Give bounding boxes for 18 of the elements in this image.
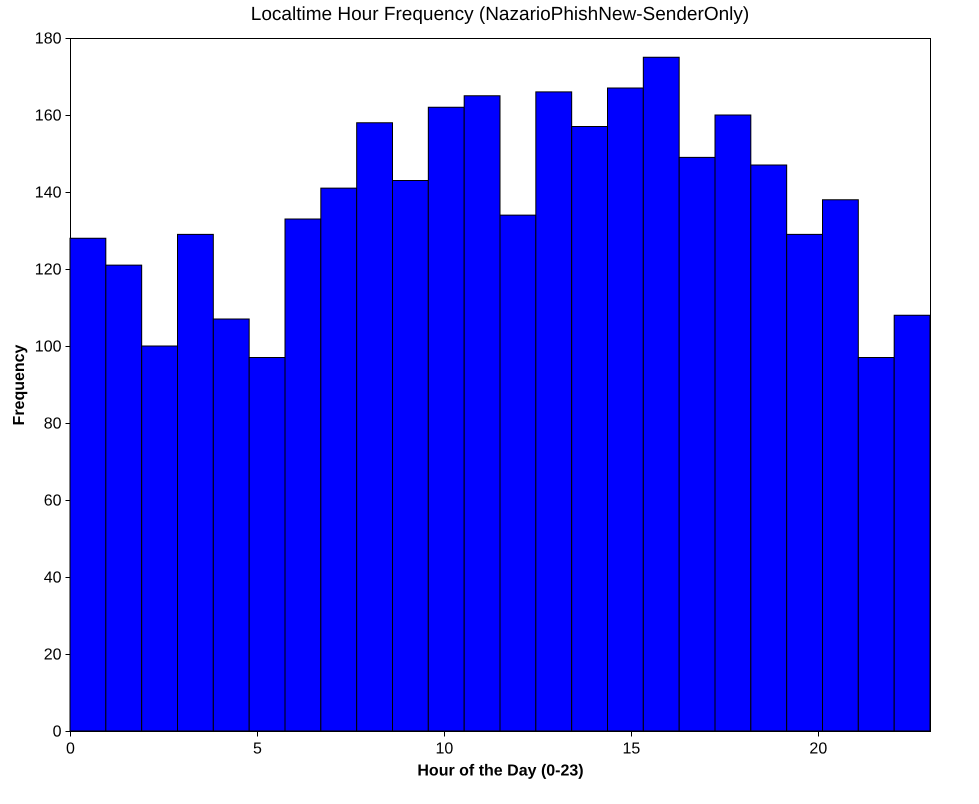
chart-title: Localtime Hour Frequency (NazarioPhishNew-SenderOnly): [250, 4, 750, 25]
x-axis-title: Hour of the Day (0-23): [417, 762, 584, 780]
y-tick-label: 20: [44, 646, 62, 664]
x-tick-label: 0: [66, 740, 76, 758]
y-axis-title: Frequency: [10, 344, 28, 426]
y-tick-label: 0: [52, 724, 62, 740]
y-tick-label: 120: [34, 262, 62, 278]
y-tick-label: 160: [34, 108, 62, 124]
y-tick-label: 60: [44, 492, 62, 510]
y-tick-label: 40: [44, 570, 62, 586]
y-tick-label: 100: [34, 338, 62, 356]
y-tick-label: 180: [34, 30, 62, 48]
x-tick-label: 15: [622, 740, 640, 758]
x-tick-label: 5: [253, 740, 262, 758]
x-tick-label: 20: [809, 740, 828, 758]
y-tick-label: 80: [44, 416, 62, 432]
x-tick-label: 10: [436, 740, 454, 758]
y-tick-label: 140: [34, 184, 62, 202]
